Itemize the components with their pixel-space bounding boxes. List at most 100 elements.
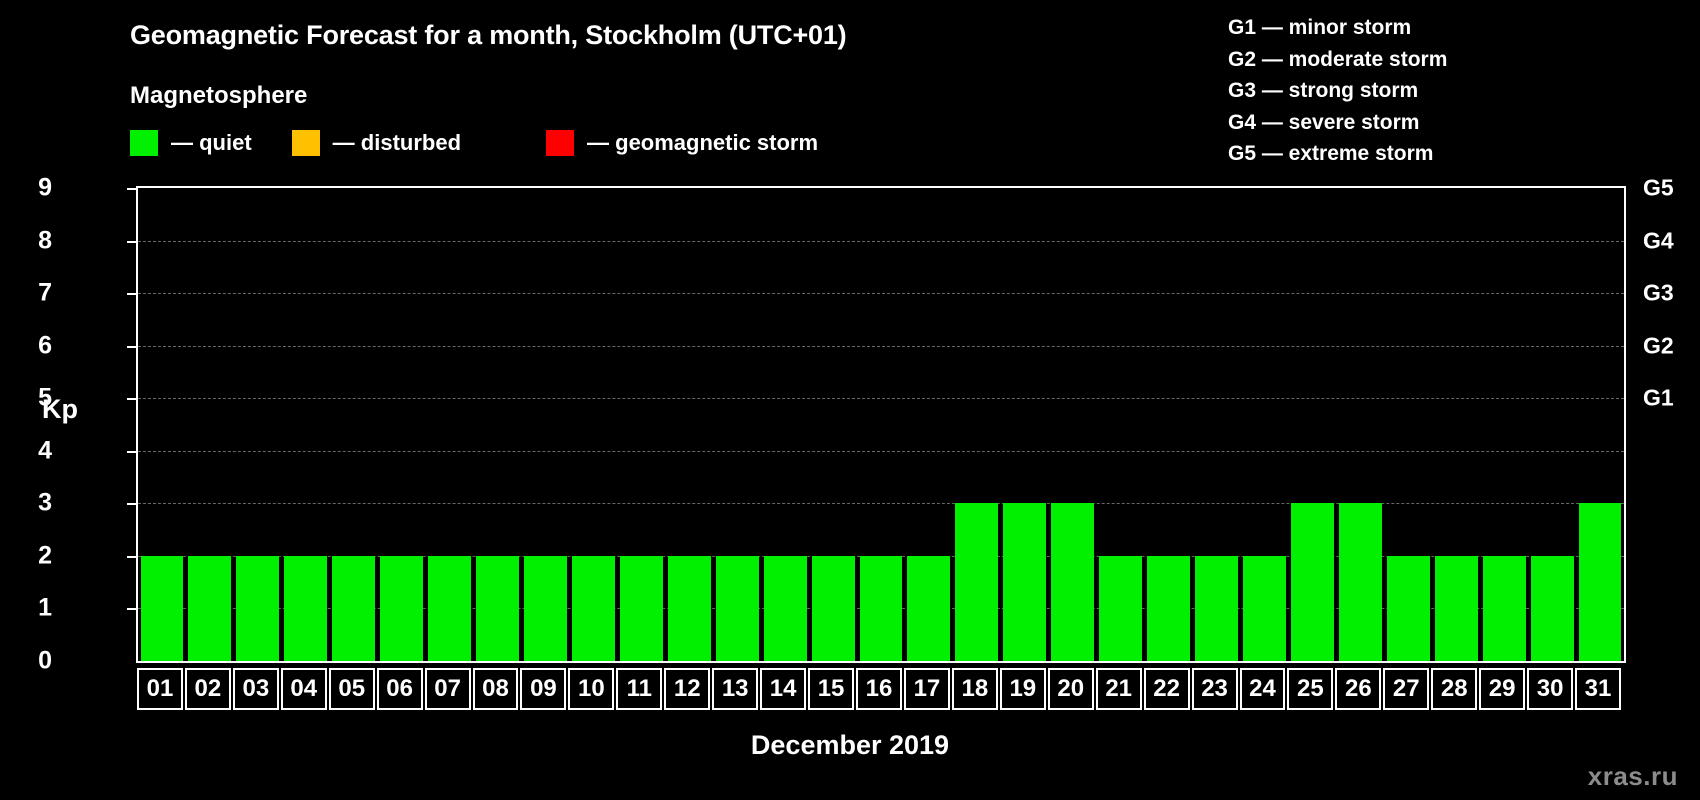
day-label-cell: 17	[903, 668, 950, 710]
bar	[1530, 555, 1574, 661]
y-axis-tick	[127, 503, 138, 506]
bar	[1338, 503, 1382, 661]
bar	[667, 555, 711, 661]
legend-entry: — quiet	[130, 130, 252, 156]
gridline	[138, 345, 1624, 347]
day-label-cell: 31	[1575, 668, 1621, 710]
y-axis-tick	[127, 608, 138, 611]
y-axis-tick-label: 2	[38, 541, 52, 570]
gscale-axis-label: G3	[1643, 279, 1674, 306]
y-axis-tick-label: 7	[38, 278, 52, 307]
bar	[715, 555, 759, 661]
y-axis-tick-label: 4	[38, 436, 52, 465]
day-label-cell: 25	[1287, 668, 1334, 710]
bar	[1482, 555, 1526, 661]
day-label-cell: 24	[1239, 668, 1286, 710]
bar	[1290, 503, 1334, 661]
bar	[763, 555, 807, 661]
gscale-legend-line: G1 — minor storm	[1228, 16, 1412, 39]
y-axis-tick	[127, 450, 138, 453]
magnetosphere-legend: — quiet — disturbed — geomagnetic storm	[130, 128, 818, 158]
x-axis-title: December 2019	[750, 730, 950, 760]
bar	[907, 555, 951, 661]
day-label-cell: 18	[951, 668, 998, 710]
day-label-cell: 20	[1047, 668, 1094, 710]
gscale-legend-line: G5 — extreme storm	[1228, 142, 1434, 165]
gscale-legend-line: G3 — strong storm	[1228, 79, 1419, 102]
bar	[284, 555, 328, 661]
y-axis-tick-label: 3	[38, 488, 52, 517]
day-label-cell: 30	[1527, 668, 1574, 710]
day-label-cell: 29	[1479, 668, 1526, 710]
day-label-cell: 23	[1191, 668, 1238, 710]
bar	[1099, 555, 1143, 661]
y-axis-tick	[127, 398, 138, 401]
y-axis-tick-label: 8	[38, 226, 52, 255]
day-label-cell: 02	[184, 668, 231, 710]
y-axis-tick-label: 9	[38, 173, 52, 202]
y-axis-tick	[127, 555, 138, 558]
day-label-cell: 05	[328, 668, 375, 710]
gscale-legend-line: G2 — moderate storm	[1228, 47, 1448, 71]
bar	[1003, 503, 1047, 661]
bar	[1434, 555, 1478, 661]
day-label-cell: 19	[999, 668, 1046, 710]
y-axis-tick	[127, 188, 138, 190]
day-label-cell: 16	[856, 668, 902, 710]
bar	[859, 555, 903, 661]
day-label-cell: 09	[520, 668, 567, 710]
gridline	[138, 398, 1624, 400]
day-label-cell: 15	[808, 668, 855, 710]
bar	[1195, 555, 1238, 661]
bar	[1147, 555, 1191, 661]
gscale-axis-label: G2	[1643, 332, 1674, 359]
bar	[1243, 555, 1286, 661]
gridline	[138, 450, 1624, 452]
gridline	[138, 503, 1624, 505]
x-axis-day-labels: 01 02 03 04 05 06 07 08 09 10 11 12 13 14 15 16 17 18 19 20…	[136, 668, 1626, 710]
gscale-legend: G1 — minor storm G2 — moderate storm G3 — …	[1228, 12, 1447, 170]
magnetosphere-heading: Magnetosphere	[130, 82, 308, 109]
y-axis-tick-label: 6	[38, 331, 52, 360]
gscale-axis-label: G4	[1643, 227, 1674, 254]
green-square-icon	[130, 130, 158, 156]
day-label-cell: 08	[472, 668, 519, 710]
gridline	[138, 293, 1624, 295]
day-label-cell: 06	[376, 668, 423, 710]
legend-label: — disturbed	[332, 130, 462, 155]
bar	[1578, 503, 1622, 661]
bar-series	[138, 188, 1624, 661]
bar	[1051, 503, 1095, 661]
red-square-icon	[546, 130, 575, 156]
bar	[428, 555, 472, 661]
bar	[955, 503, 999, 661]
day-label-cell: 04	[280, 668, 327, 710]
page-title: Geomagnetic Forecast for a month, Stockh…	[130, 20, 847, 50]
day-label-cell: 01	[137, 668, 183, 710]
gscale-legend-line: G4 — severe storm	[1228, 110, 1420, 134]
y-axis-title: Kp	[42, 394, 78, 424]
bar	[571, 555, 615, 661]
y-axis-tick	[127, 293, 138, 296]
bar	[236, 555, 280, 661]
day-label-cell: 14	[760, 668, 807, 710]
y-axis-tick-label: 5	[38, 383, 52, 412]
gscale-axis-label: G5	[1643, 174, 1674, 201]
day-label-cell: 03	[232, 668, 279, 710]
y-axis-tick	[127, 345, 138, 348]
bar	[140, 555, 184, 661]
day-label-cell: 10	[568, 668, 615, 710]
watermark: xras.ru	[1587, 761, 1678, 791]
bar	[476, 555, 519, 661]
bar	[332, 555, 376, 661]
bar	[188, 555, 232, 661]
orange-square-icon	[291, 130, 320, 156]
bar	[619, 555, 663, 661]
day-label-cell: 07	[424, 668, 471, 710]
day-label-cell: 11	[616, 668, 663, 710]
legend-entry: — disturbed	[291, 130, 462, 156]
day-label-cell: 22	[1143, 668, 1190, 710]
day-label-cell: 21	[1095, 668, 1142, 710]
day-label-cell: 28	[1431, 668, 1478, 710]
